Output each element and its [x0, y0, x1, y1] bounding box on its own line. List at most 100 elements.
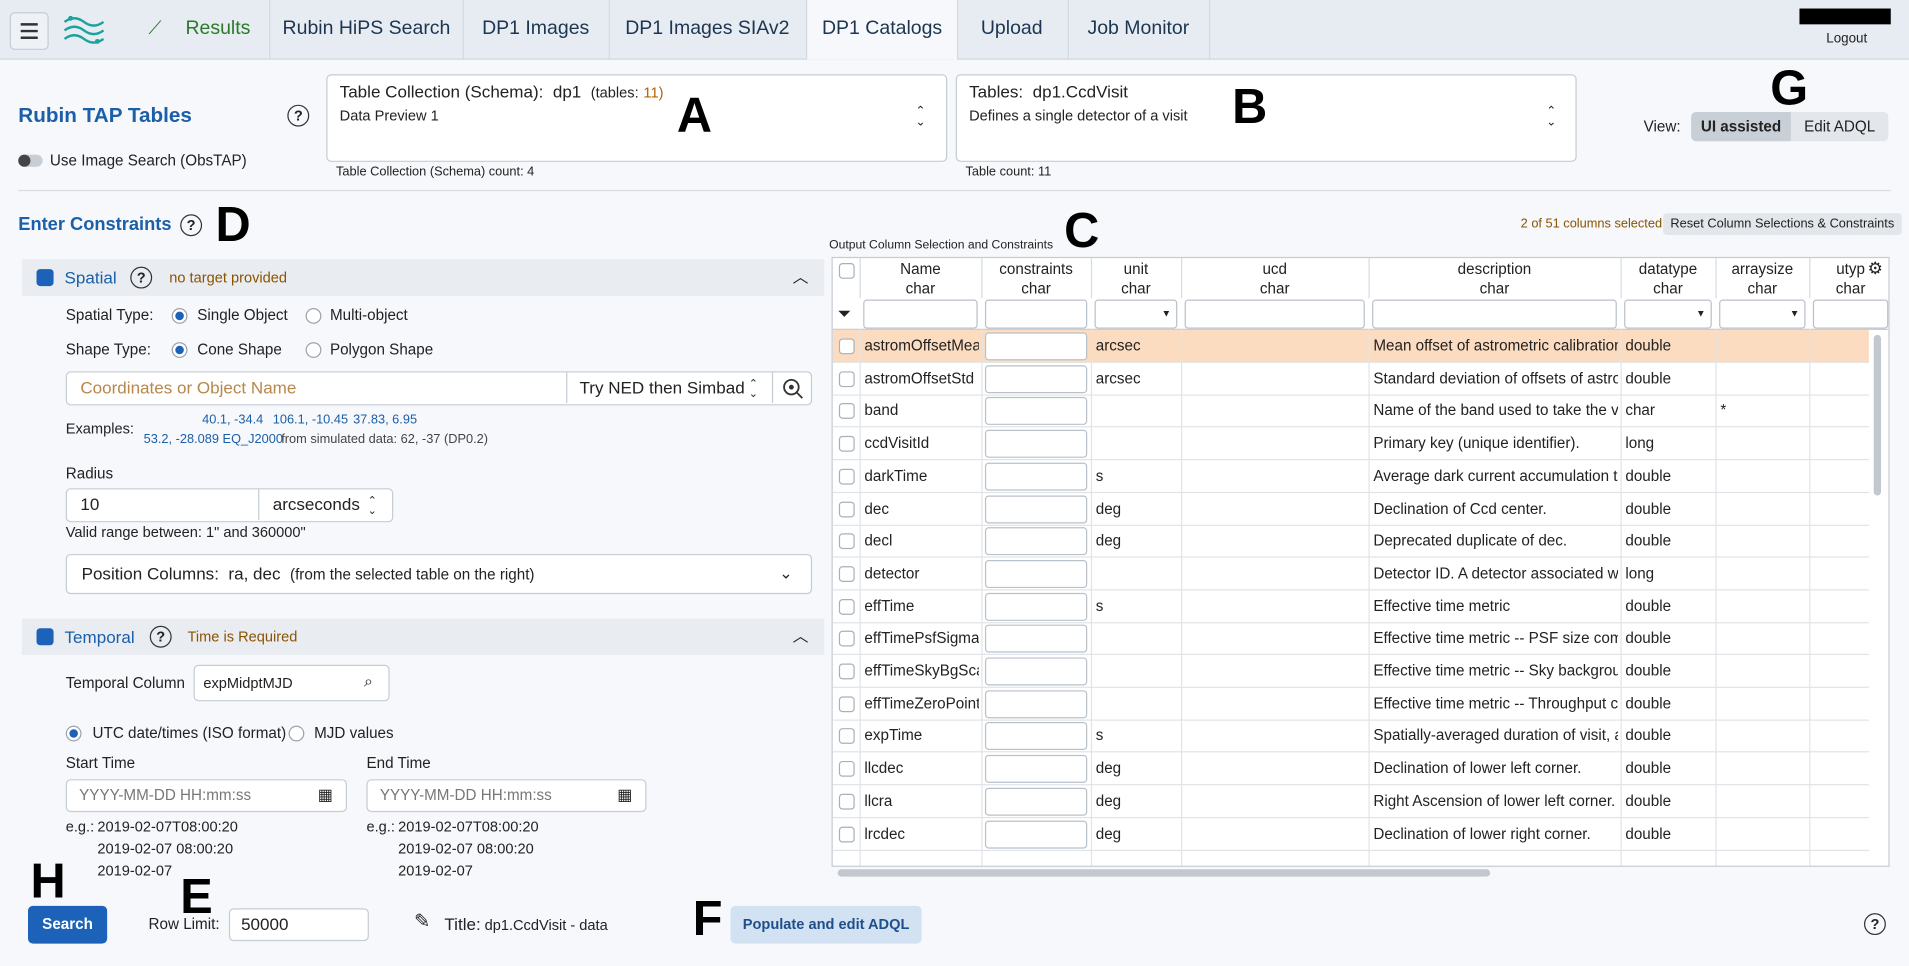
target-input[interactable] [65, 371, 813, 406]
row[interactable] [832, 623, 1869, 656]
v-scrollbar[interactable] [1873, 334, 1882, 496]
populate-button[interactable]: Populate and edit ADQL [730, 905, 922, 944]
table-select[interactable] [955, 74, 1577, 162]
start-input[interactable] [65, 779, 347, 813]
help-icon[interactable]: ? [1863, 913, 1886, 936]
column-input[interactable] [193, 664, 390, 702]
radio[interactable] [305, 342, 322, 358]
nav-tab[interactable]: Rubin HiPS Search [270, 0, 464, 59]
view-option[interactable]: UI assisted [1691, 112, 1791, 142]
constraint-input[interactable] [984, 494, 1088, 523]
constraint-input[interactable] [984, 722, 1088, 751]
filter-input[interactable] [984, 299, 1088, 329]
help-icon[interactable]: ? [287, 104, 310, 127]
filter-input[interactable] [1812, 299, 1889, 329]
nav-tab[interactable]: DP1 Images SIAv2 [609, 0, 808, 59]
nav-tab[interactable]: Results [140, 0, 271, 59]
row[interactable] [832, 590, 1869, 623]
constraint-input[interactable] [984, 819, 1088, 848]
filter-input[interactable] [1624, 299, 1712, 329]
nav-tab[interactable]: DP1 Catalogs [805, 0, 959, 60]
constraint-input[interactable] [984, 332, 1088, 361]
example[interactable]: 53.2, -28.089 EQ_J2000 [143, 432, 283, 447]
example[interactable]: 37.83, 6.95 [353, 412, 418, 428]
edit-icon[interactable]: ✎ [413, 911, 431, 933]
row[interactable] [832, 525, 1869, 558]
search-icon[interactable]: ⌕ [364, 672, 373, 691]
search-button[interactable]: Search [28, 905, 108, 944]
help-icon[interactable]: ? [149, 625, 172, 648]
nav-tab[interactable]: Upload [956, 0, 1069, 59]
row-checkbox[interactable] [838, 793, 855, 810]
row-checkbox[interactable] [838, 403, 855, 420]
column-header[interactable] [1368, 258, 1621, 299]
row-checkbox[interactable] [838, 598, 855, 615]
constraint-input[interactable] [984, 527, 1088, 556]
row[interactable] [832, 427, 1869, 461]
radius-unit[interactable]: arcseconds [272, 494, 360, 514]
filter-input[interactable] [863, 299, 978, 329]
chevron[interactable]: ︿ [792, 627, 809, 646]
row-checkbox[interactable] [838, 631, 855, 647]
column-header[interactable] [1809, 258, 1888, 299]
position-columns[interactable] [65, 553, 813, 595]
constraint-input[interactable] [984, 592, 1088, 621]
filter-icon[interactable]: ⏷ [837, 303, 852, 323]
row[interactable] [832, 818, 1869, 851]
row[interactable] [832, 492, 1869, 526]
help-icon[interactable]: ? [180, 214, 203, 237]
logout[interactable]: Logout [1826, 31, 1868, 47]
reset-button[interactable]: Reset Column Selections & Constraints [1663, 213, 1902, 235]
calendar-icon[interactable]: ▦ [317, 785, 333, 804]
end-input[interactable] [366, 779, 647, 813]
resolver[interactable]: Try NED then Simbad [579, 377, 745, 397]
settings-icon[interactable]: ⚙ [1867, 258, 1883, 278]
row[interactable] [832, 785, 1869, 818]
radio[interactable] [305, 308, 322, 324]
row-checkbox[interactable] [838, 566, 855, 582]
column-header[interactable] [1090, 258, 1182, 299]
row[interactable] [832, 688, 1869, 721]
radio[interactable] [171, 308, 188, 324]
schema-select[interactable] [326, 74, 948, 162]
target-icon[interactable] [782, 377, 804, 399]
row-checkbox[interactable] [838, 696, 855, 712]
help-icon[interactable]: ? [130, 266, 153, 289]
row-checkbox[interactable] [838, 728, 855, 745]
row-checkbox[interactable] [838, 468, 855, 485]
toggle[interactable] [18, 154, 43, 167]
constraint-input[interactable] [984, 364, 1088, 393]
constraint-input[interactable] [984, 429, 1088, 458]
row-checkbox[interactable] [838, 370, 855, 387]
chevron[interactable]: ︿ [792, 267, 809, 287]
row[interactable] [832, 460, 1869, 493]
radius-input[interactable] [65, 488, 394, 523]
nav-tab[interactable]: DP1 Images [463, 0, 610, 59]
constraint-input[interactable] [984, 462, 1088, 491]
row[interactable] [832, 655, 1869, 688]
row-limit-input[interactable] [228, 908, 369, 942]
row-checkbox[interactable] [838, 435, 855, 452]
row[interactable] [832, 753, 1869, 786]
constraint-input[interactable] [984, 657, 1088, 686]
row[interactable] [832, 720, 1869, 753]
menu-button[interactable] [9, 12, 49, 50]
select-all[interactable] [838, 262, 855, 279]
filter-input[interactable] [1094, 299, 1178, 329]
row-checkbox[interactable] [838, 501, 855, 517]
h-scrollbar[interactable] [837, 869, 1491, 877]
row-checkbox[interactable] [838, 826, 855, 842]
row[interactable] [832, 395, 1869, 428]
example[interactable]: 106.1, -10.45 [272, 412, 349, 428]
constraint-input[interactable] [984, 559, 1088, 588]
row[interactable] [832, 557, 1869, 591]
column-header[interactable] [981, 258, 1092, 299]
filter-input[interactable] [1372, 299, 1617, 329]
row-checkbox[interactable] [838, 761, 855, 777]
checkbox[interactable] [36, 269, 54, 287]
column-header[interactable] [859, 258, 983, 299]
filter-input[interactable] [1184, 299, 1365, 329]
filter-input[interactable] [1719, 299, 1806, 329]
constraint-input[interactable] [984, 754, 1088, 783]
constraint-input[interactable] [984, 787, 1088, 816]
